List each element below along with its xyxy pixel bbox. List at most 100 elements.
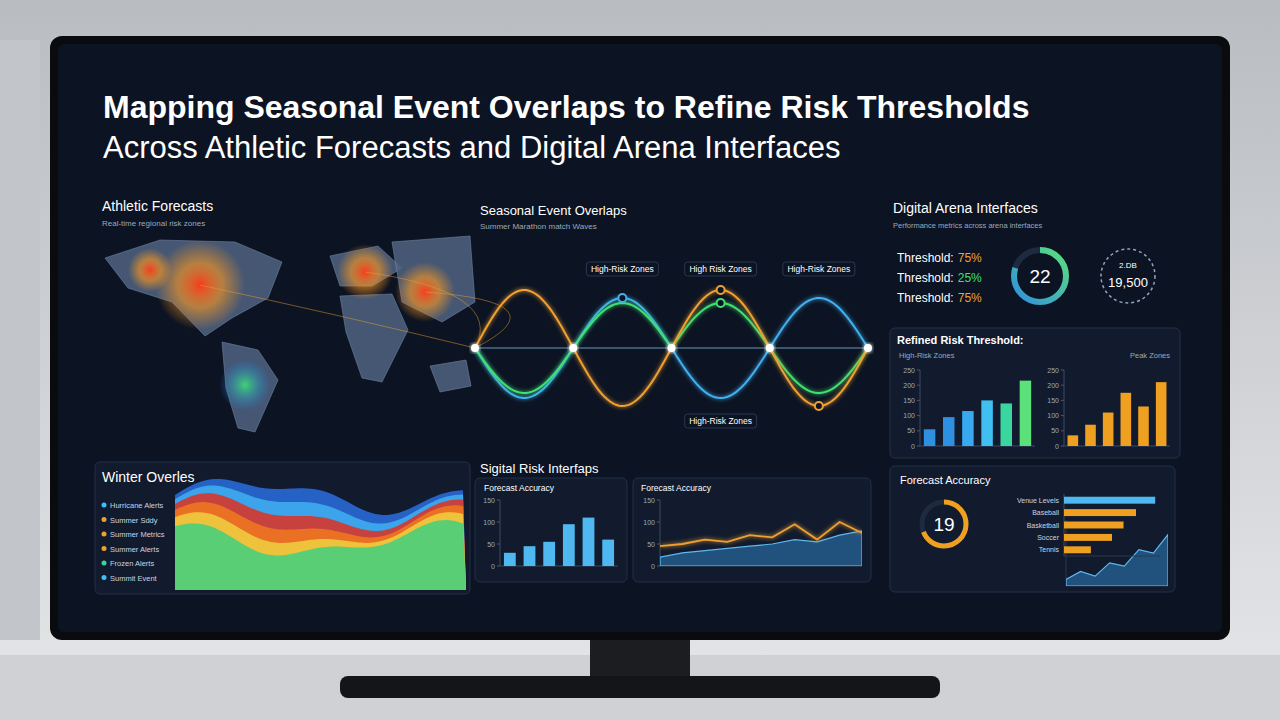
flow-line bbox=[425, 292, 510, 348]
peak-marker bbox=[717, 299, 725, 307]
chart-subtitle: Peak Zones bbox=[1130, 351, 1170, 360]
gauge-value: 19 bbox=[933, 514, 954, 535]
axis-line bbox=[500, 500, 501, 566]
panel-subtitle: Summer Marathon match Waves bbox=[480, 222, 597, 231]
flow-line bbox=[365, 272, 480, 348]
category-label: Basketball bbox=[1027, 522, 1060, 529]
bezel bbox=[50, 36, 1230, 640]
tick-label: 100 bbox=[643, 519, 655, 526]
stand-neck bbox=[590, 636, 690, 680]
legend-label: Frozen Alerts bbox=[110, 559, 154, 568]
legend-patch bbox=[98, 498, 172, 588]
gauge-value: 22 bbox=[1029, 266, 1050, 287]
bars bbox=[1068, 382, 1167, 446]
tick-label: 100 bbox=[1047, 412, 1059, 419]
zone-label: High-Risk Zones bbox=[591, 264, 654, 274]
tick-label: 50 bbox=[907, 427, 915, 434]
panel-title: Athletic Forecasts bbox=[102, 198, 213, 214]
category-label: Baseball bbox=[1032, 509, 1059, 516]
peak-marker bbox=[815, 402, 823, 410]
tick-label: 150 bbox=[1047, 397, 1059, 404]
chart-title: Forecast Accuracy bbox=[641, 483, 712, 493]
panel-title: Sigital Risk Interfaps bbox=[480, 461, 599, 476]
bar bbox=[602, 540, 614, 566]
category-label: Soccer bbox=[1037, 534, 1059, 541]
axis-line bbox=[660, 500, 661, 566]
category-label: Venue Levels bbox=[1017, 497, 1060, 504]
wave-band bbox=[175, 520, 466, 590]
legend-dot bbox=[102, 561, 107, 566]
tick-label: 50 bbox=[487, 541, 495, 548]
threshold-label: Threshold: bbox=[897, 251, 954, 265]
tick-label: 0 bbox=[491, 563, 495, 570]
wave-band bbox=[175, 512, 466, 590]
bar bbox=[943, 417, 955, 446]
wave-band bbox=[175, 502, 466, 590]
gauge-ring bbox=[1014, 250, 1066, 302]
bar bbox=[1064, 497, 1155, 504]
panel-title: Winter Overles bbox=[102, 469, 195, 485]
gauge-ring bbox=[922, 502, 966, 546]
threshold-value: 25% bbox=[958, 271, 982, 285]
panel-title: Forecast Accuracy bbox=[900, 474, 991, 486]
wave-band bbox=[175, 486, 466, 591]
world-map bbox=[105, 236, 510, 432]
line-chart: 050100150 bbox=[643, 497, 862, 570]
threshold-label: Threshold: bbox=[897, 271, 954, 285]
tick-label: 100 bbox=[483, 519, 495, 526]
bars bbox=[924, 381, 1031, 446]
chart-subtitle: High-Risk Zones bbox=[899, 351, 955, 360]
panel bbox=[890, 466, 1175, 592]
gauge-value: 19,500 bbox=[1108, 275, 1148, 290]
chart-title: Forecast Accuracy bbox=[484, 483, 555, 493]
subtitle: Across Athletic Forecasts and Digital Ar… bbox=[103, 130, 840, 165]
bar bbox=[924, 429, 936, 446]
axis-line bbox=[500, 566, 618, 567]
peak-marker bbox=[717, 286, 725, 294]
panel bbox=[890, 328, 1180, 458]
bar bbox=[1064, 522, 1124, 529]
bar bbox=[1121, 393, 1132, 446]
bar bbox=[1085, 425, 1096, 446]
category-label: Tennis bbox=[1039, 546, 1060, 553]
tick-label: 0 bbox=[1055, 443, 1059, 450]
wave-band bbox=[175, 493, 466, 590]
bar bbox=[563, 524, 575, 566]
legend-label: Hurricane Alerts bbox=[110, 501, 164, 510]
panel bbox=[475, 478, 627, 582]
wave bbox=[475, 290, 868, 406]
node bbox=[766, 344, 774, 352]
bar-chart: 050100150 bbox=[483, 497, 618, 570]
bar bbox=[1068, 435, 1079, 446]
zone-label: High Risk Zones bbox=[689, 264, 751, 274]
bars bbox=[504, 518, 614, 566]
panel bbox=[95, 462, 470, 594]
bar bbox=[1064, 546, 1091, 553]
tick-label: 50 bbox=[1051, 427, 1059, 434]
threshold-value: 75% bbox=[958, 291, 982, 305]
bar bbox=[1156, 382, 1167, 446]
hotspot bbox=[219, 359, 271, 411]
node bbox=[471, 344, 479, 352]
panel-subtitle: Performance metrics across arena interfa… bbox=[893, 221, 1042, 230]
panel-subtitle: Real-time regional risk zones bbox=[102, 219, 205, 228]
label-patch bbox=[783, 262, 855, 276]
flow-line bbox=[200, 285, 475, 348]
stand-base bbox=[340, 676, 940, 698]
legend-label: Summer Sddy bbox=[110, 516, 158, 525]
gauge-label: 2.DB bbox=[1119, 261, 1137, 270]
continent bbox=[340, 294, 408, 382]
bar bbox=[504, 553, 516, 566]
bar bbox=[962, 411, 974, 446]
legend-dot bbox=[102, 546, 107, 551]
threshold-label: Threshold: bbox=[897, 291, 954, 305]
hotspot bbox=[128, 248, 172, 292]
tick-label: 150 bbox=[903, 397, 915, 404]
gauge-track bbox=[1014, 250, 1066, 302]
axis-line bbox=[1064, 446, 1170, 447]
tick-label: 200 bbox=[1047, 382, 1059, 389]
series bbox=[660, 522, 862, 566]
label-patch bbox=[685, 262, 757, 276]
panel bbox=[633, 478, 871, 582]
node bbox=[668, 344, 676, 352]
